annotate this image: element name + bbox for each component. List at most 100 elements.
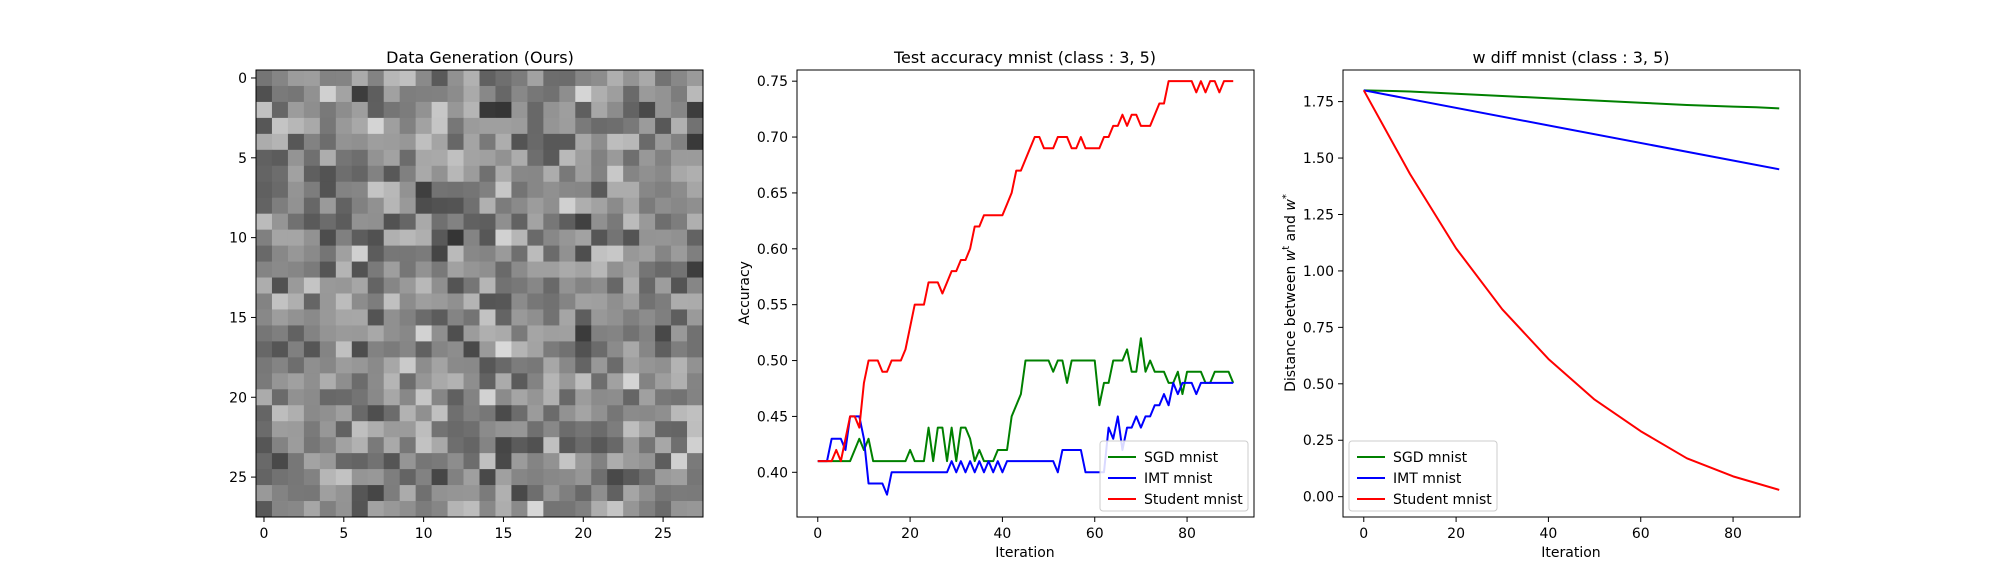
heatmap-cell xyxy=(479,485,496,502)
heatmap-cell xyxy=(383,469,401,486)
heatmap-cell xyxy=(399,389,417,406)
heatmap-cell xyxy=(543,165,560,183)
heatmap-cell xyxy=(415,485,432,502)
heatmap-cell xyxy=(335,133,353,151)
heatmap-cell xyxy=(383,309,401,326)
heatmap-cell xyxy=(383,101,401,119)
heatmap-cell xyxy=(319,229,337,246)
heatmap-cell xyxy=(527,70,544,87)
heatmap-cell xyxy=(447,117,464,135)
heatmap-cell xyxy=(655,277,672,294)
heatmap-cell xyxy=(479,325,496,342)
heatmap-cell xyxy=(287,373,305,390)
heatmap-cell xyxy=(351,165,369,183)
heatmap-cell xyxy=(447,453,464,470)
heatmap-cell xyxy=(383,405,401,422)
heatmap-cell xyxy=(607,245,624,262)
heatmap-cell xyxy=(367,277,385,294)
heatmap-cell xyxy=(639,309,656,326)
heatmap-cell xyxy=(559,341,576,358)
heatmap-cell xyxy=(607,501,624,518)
heatmap-cell xyxy=(623,325,640,342)
heatmap-cell xyxy=(399,165,417,183)
wdiff-ylabel-part: Distance between xyxy=(1283,261,1299,392)
accuracy-legend: SGD mnist IMT mnist Student mnist xyxy=(1099,440,1249,512)
heatmap-cell xyxy=(687,133,704,151)
heatmap-cell xyxy=(303,101,321,119)
heatmap-cell xyxy=(415,389,432,406)
wdiff-ytick-label: 0.00 xyxy=(1303,490,1334,506)
heatmap-cell xyxy=(591,373,608,390)
heatmap-cell xyxy=(671,357,688,374)
heatmap-cell xyxy=(511,261,528,278)
heatmap-cell xyxy=(447,181,464,199)
heatmap-cell xyxy=(256,485,273,502)
heatmap-cell xyxy=(399,245,417,262)
heatmap-cell xyxy=(319,501,337,518)
accuracy-ytick-label: 0.45 xyxy=(757,409,788,425)
accuracy-xlabel: Iteration xyxy=(995,545,1054,561)
heatmap-cell xyxy=(527,501,544,518)
heatmap-cell xyxy=(655,453,672,470)
heatmap-cell xyxy=(687,229,704,246)
heatmap-cell xyxy=(256,469,273,486)
heatmap-cell xyxy=(256,149,273,167)
heatmap-cell xyxy=(511,101,528,119)
heatmap-cell xyxy=(655,165,672,183)
heatmap-cell xyxy=(687,149,704,167)
heatmap-cell xyxy=(447,357,464,374)
heatmap-cell xyxy=(351,229,369,246)
heatmap-cell xyxy=(559,197,576,215)
heatmap-cell xyxy=(639,117,656,135)
heatmap-cell xyxy=(591,277,608,294)
heatmap-cell xyxy=(527,437,544,454)
heatmap-cell xyxy=(591,469,608,486)
heatmap-cell xyxy=(671,389,688,406)
heatmap-cell xyxy=(687,405,704,422)
heatmap-cell xyxy=(687,469,704,486)
heatmap-cell xyxy=(511,325,528,342)
heatmap-cell xyxy=(559,389,576,406)
heatmap-cell xyxy=(687,277,704,294)
heatmap-cell xyxy=(527,149,544,167)
heatmap-cell xyxy=(639,101,656,119)
heatmap-cell xyxy=(271,117,289,135)
heatmap-cell xyxy=(655,245,672,262)
heatmap-cell xyxy=(383,437,401,454)
heatmap-cell xyxy=(671,469,688,486)
heatmap-cell xyxy=(639,261,656,278)
heatmap-cell xyxy=(335,373,353,390)
heatmap-cell xyxy=(463,261,480,278)
heatmap-cell xyxy=(271,325,289,342)
heatmap-cell xyxy=(399,325,417,342)
wdiff-xtick-label: 60 xyxy=(1632,526,1650,542)
heatmap-cell xyxy=(543,309,560,326)
heatmap-cell xyxy=(655,437,672,454)
heatmap-cell xyxy=(671,309,688,326)
heatmap-cell xyxy=(511,133,528,151)
heatmap-cell xyxy=(287,453,305,470)
heatmap-cell xyxy=(527,213,544,231)
heatmap-cell xyxy=(639,197,656,215)
heatmap-cell xyxy=(655,325,672,342)
heatmap-cell xyxy=(559,133,576,151)
heatmap-cell xyxy=(287,133,305,151)
heatmap-ytick-label: 20 xyxy=(229,390,247,406)
heatmap-cell xyxy=(511,229,528,246)
heatmap-cell xyxy=(479,357,496,374)
heatmap-cell xyxy=(591,437,608,454)
heatmap-cell xyxy=(479,85,496,103)
heatmap-cell xyxy=(399,101,417,119)
heatmap-cell xyxy=(671,373,688,390)
heatmap-cell xyxy=(367,325,385,342)
wdiff-legend-label: IMT mnist xyxy=(1393,471,1462,487)
heatmap-cell xyxy=(591,70,608,87)
heatmap-cell xyxy=(495,437,512,454)
heatmap-cell xyxy=(287,469,305,486)
heatmap-cell xyxy=(623,373,640,390)
heatmap-cell xyxy=(671,261,688,278)
heatmap-cell xyxy=(415,453,432,470)
heatmap-cell xyxy=(335,261,353,278)
heatmap-cell xyxy=(591,293,608,310)
heatmap-cell xyxy=(447,325,464,342)
